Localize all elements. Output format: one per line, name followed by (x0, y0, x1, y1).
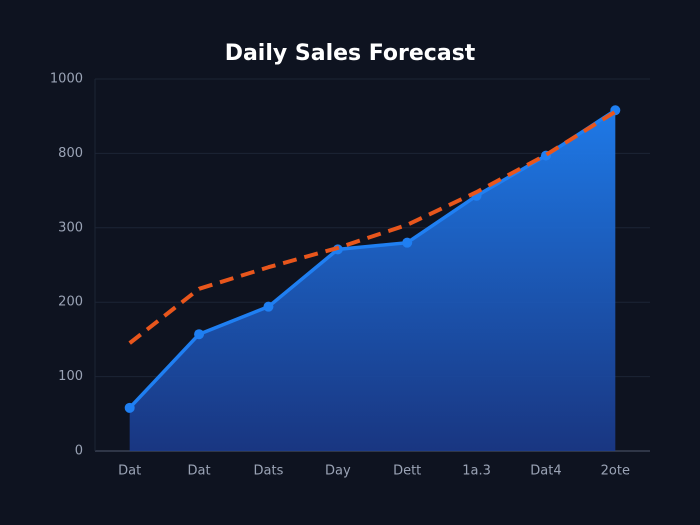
x-tick-label: Dat (188, 464, 211, 479)
line (128, 110, 617, 345)
y-tick-label: 0 (75, 444, 83, 459)
x-tick-label: 1a.3 (462, 464, 491, 479)
marker (194, 329, 205, 340)
x-tick-label: Dat (118, 464, 141, 479)
x-tick-label: 2ote (601, 464, 630, 479)
x-tick-label: Dett (393, 464, 421, 479)
y-tick-label: 100 (58, 369, 83, 384)
x-tick-label: Dat4 (530, 464, 561, 479)
y-tick-label: 200 (58, 295, 83, 310)
marker (263, 301, 274, 312)
y-tick-label: 300 (58, 220, 83, 235)
y-tick-label: 1000 (50, 72, 83, 87)
y-tick-label: 800 (58, 146, 83, 161)
chart-title: Daily Sales Forecast (225, 41, 476, 66)
area (129, 110, 616, 452)
marker (402, 237, 413, 248)
marker (124, 402, 135, 413)
x-tick-label: Dats (254, 464, 284, 479)
x-tick-label: Day (325, 464, 351, 479)
